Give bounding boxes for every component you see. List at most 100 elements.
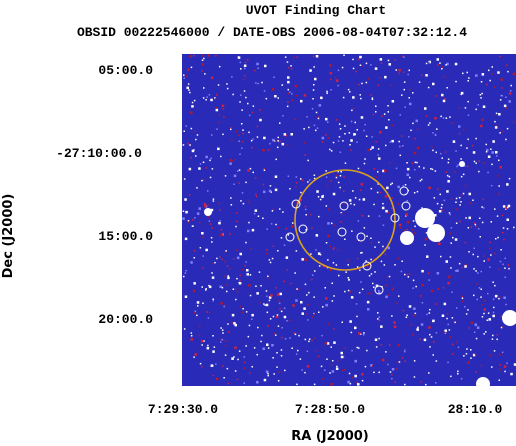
noise-pixel: [347, 264, 349, 266]
noise-pixel: [352, 58, 354, 61]
noise-pixel: [256, 292, 259, 295]
noise-pixel: [212, 262, 214, 265]
noise-pixel: [329, 268, 332, 271]
noise-pixel: [341, 321, 343, 323]
noise-pixel: [510, 372, 513, 376]
noise-pixel: [306, 350, 309, 353]
noise-pixel: [230, 127, 232, 129]
noise-pixel: [331, 300, 334, 302]
noise-pixel: [481, 221, 484, 224]
noise-pixel: [347, 380, 350, 384]
noise-pixel: [491, 163, 493, 166]
noise-pixel: [276, 366, 278, 368]
noise-pixel: [498, 297, 500, 300]
noise-pixel: [358, 291, 361, 294]
noise-pixel: [228, 331, 230, 333]
noise-pixel: [450, 375, 452, 378]
noise-pixel: [389, 344, 391, 346]
noise-pixel: [412, 92, 414, 94]
noise-pixel: [231, 357, 234, 360]
noise-pixel: [468, 192, 471, 196]
noise-pixel: [239, 101, 241, 103]
noise-pixel: [344, 125, 346, 127]
noise-pixel: [488, 69, 490, 72]
noise-pixel: [311, 274, 314, 276]
noise-pixel: [467, 361, 470, 364]
noise-pixel: [221, 104, 225, 108]
noise-pixel: [226, 290, 228, 293]
noise-pixel: [351, 376, 354, 379]
noise-pixel: [237, 170, 239, 172]
noise-pixel: [479, 217, 481, 219]
noise-pixel: [475, 371, 477, 373]
noise-pixel: [311, 227, 313, 229]
noise-pixel: [474, 353, 477, 356]
noise-pixel: [498, 185, 500, 187]
noise-pixel: [380, 260, 383, 263]
noise-pixel: [278, 371, 280, 374]
noise-pixel: [286, 105, 289, 108]
noise-pixel: [364, 158, 366, 160]
noise-pixel: [295, 353, 298, 355]
noise-pixel: [462, 128, 465, 131]
noise-pixel: [499, 166, 502, 169]
noise-pixel: [243, 382, 245, 384]
noise-pixel: [388, 275, 391, 278]
noise-pixel: [294, 84, 298, 88]
noise-pixel: [218, 121, 220, 124]
noise-pixel: [448, 175, 451, 178]
noise-pixel: [324, 342, 328, 345]
noise-pixel: [277, 136, 279, 139]
noise-pixel: [374, 67, 378, 70]
noise-pixel: [377, 171, 379, 173]
noise-pixel: [391, 139, 394, 143]
bright-stars: [204, 161, 516, 391]
noise-pixel: [226, 367, 229, 370]
x-tick-label: 7:29:30.0: [148, 402, 218, 417]
noise-pixel: [332, 262, 335, 264]
noise-pixel: [199, 163, 202, 165]
noise-pixel: [401, 145, 403, 147]
noise-pixel: [245, 241, 247, 244]
noise-pixel: [441, 157, 443, 159]
noise-pixel: [496, 333, 499, 336]
noise-pixel: [333, 295, 335, 297]
noise-pixel: [371, 365, 374, 367]
noise-pixel: [403, 88, 405, 91]
noise-pixel: [293, 332, 296, 334]
noise-pixel: [329, 148, 331, 151]
noise-pixel: [211, 134, 213, 136]
noise-pixel: [367, 78, 370, 80]
noise-pixel: [203, 202, 207, 206]
noise-pixel: [234, 346, 237, 349]
noise-pixel: [220, 338, 222, 341]
noise-pixel: [306, 116, 308, 118]
noise-pixel: [481, 304, 483, 306]
noise-pixel: [349, 291, 352, 293]
noise-pixel: [424, 107, 427, 110]
noise-pixel: [186, 86, 189, 90]
noise-pixel: [509, 90, 512, 92]
noise-pixel: [216, 94, 218, 96]
noise-pixel: [456, 269, 459, 272]
noise-pixel: [189, 144, 191, 146]
noise-pixel: [324, 369, 326, 371]
noise-pixel: [466, 71, 468, 74]
noise-pixel: [283, 244, 286, 246]
noise-pixel: [315, 129, 317, 132]
noise-pixel: [281, 336, 283, 339]
noise-pixel: [483, 333, 485, 335]
noise-pixel: [238, 281, 240, 284]
noise-pixel: [450, 242, 452, 244]
noise-pixel: [212, 335, 214, 337]
noise-pixel: [397, 257, 400, 260]
noise-pixel: [481, 316, 484, 318]
noise-pixel: [405, 316, 408, 318]
noise-pixel: [215, 55, 217, 57]
noise-pixel: [500, 249, 502, 251]
noise-pixel: [353, 133, 356, 136]
noise-pixel: [210, 98, 213, 102]
noise-pixel: [190, 127, 193, 130]
noise-pixel: [448, 212, 451, 214]
noise-pixel: [300, 191, 302, 194]
